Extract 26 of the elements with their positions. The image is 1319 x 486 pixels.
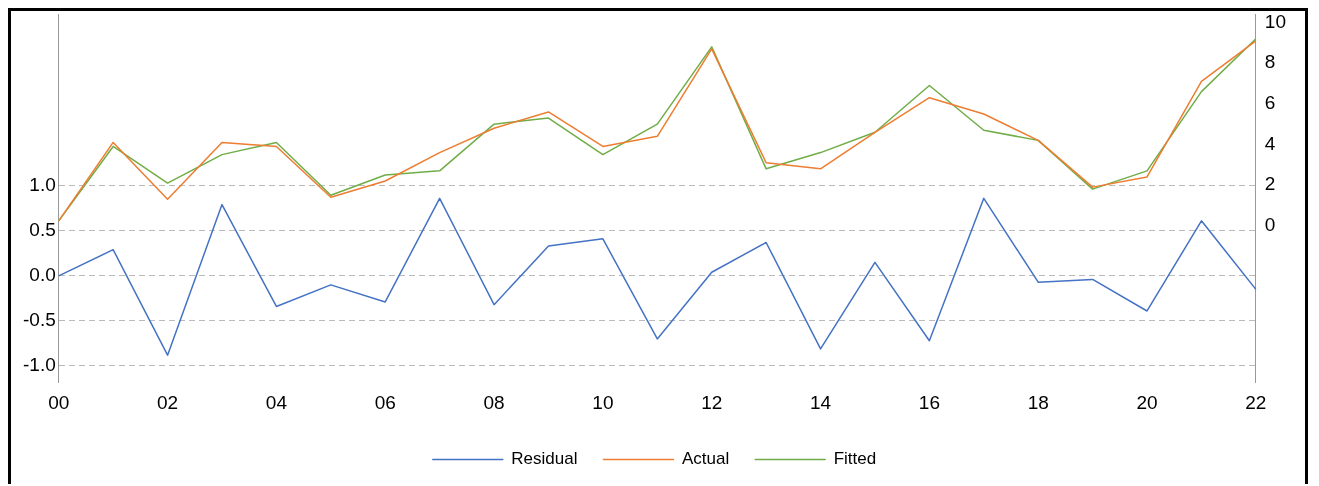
y2-tick-label: 10	[1264, 10, 1287, 32]
y-tick-label: 0.5	[29, 218, 56, 240]
legend-label: Residual	[511, 449, 578, 469]
y2-tick-label: 4	[1264, 132, 1276, 154]
x-tick-label: 12	[701, 391, 723, 413]
x-tick-label: 00	[48, 391, 70, 413]
y-tick-label: 1.0	[29, 173, 56, 195]
y2-tick-label: 2	[1264, 173, 1276, 195]
y-tick-label: -0.5	[22, 309, 56, 331]
legend-label: Actual	[681, 449, 730, 469]
x-tick-label: 16	[918, 391, 940, 413]
y2-tick-label: 6	[1264, 92, 1276, 114]
x-tick-label: 02	[157, 391, 179, 413]
y-tick-label: 0.0	[29, 264, 56, 286]
y-tick-label: -1.0	[22, 354, 56, 376]
x-tick-label: 10	[592, 391, 614, 413]
x-tick-label: 08	[483, 391, 505, 413]
legend-label: Fitted	[833, 449, 877, 469]
x-tick-label: 14	[809, 391, 832, 413]
y2-tick-label: 8	[1264, 51, 1276, 73]
x-tick-label: 06	[374, 391, 396, 413]
x-tick-label: 22	[1245, 391, 1267, 413]
y2-tick-label: 0	[1264, 213, 1276, 235]
x-tick-label: 18	[1027, 391, 1049, 413]
x-tick-label: 20	[1136, 391, 1158, 413]
x-tick-label: 04	[265, 391, 288, 413]
